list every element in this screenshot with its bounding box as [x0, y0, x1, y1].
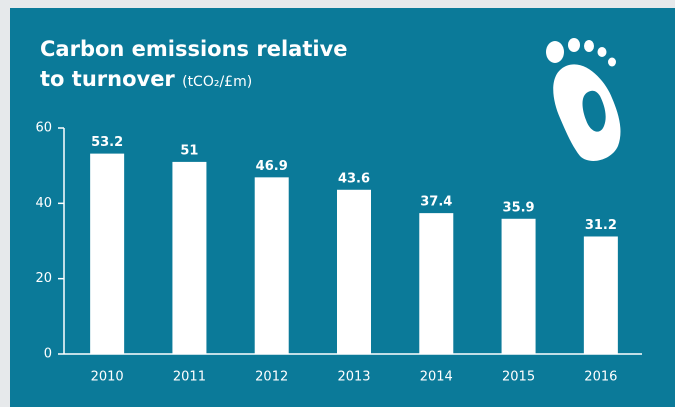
bar — [90, 153, 125, 354]
data-label: 53.2 — [91, 135, 123, 150]
data-label: 51 — [180, 143, 198, 158]
data-label: 37.4 — [420, 195, 452, 210]
chart-subtitle: (tCO₂/£m) — [182, 74, 253, 90]
x-tick-label: 2013 — [337, 370, 370, 385]
x-tick-label: 2015 — [502, 370, 535, 385]
data-label: 46.9 — [256, 159, 288, 174]
x-tick-label: 2014 — [420, 370, 453, 385]
y-tick-label: 60 — [35, 121, 52, 136]
footprint-icon — [546, 38, 621, 161]
x-tick-label: 2011 — [173, 370, 206, 385]
bar — [172, 161, 207, 354]
chart-title: Carbon emissions relative to turnover — [40, 37, 348, 91]
bar — [419, 213, 454, 354]
data-label: 35.9 — [503, 200, 535, 215]
y-tick-label: 0 — [44, 347, 52, 362]
x-tick-label: 2016 — [584, 370, 617, 385]
x-tick-label: 2010 — [91, 370, 124, 385]
bar — [583, 236, 618, 354]
chart-title-block: Carbon emissions relative to turnover (t… — [40, 34, 360, 97]
bar — [254, 177, 289, 354]
data-label: 43.6 — [338, 171, 370, 186]
y-tick-label: 20 — [35, 271, 52, 286]
bar — [501, 218, 536, 354]
x-tick-label: 2012 — [255, 370, 288, 385]
y-tick-label: 40 — [35, 196, 52, 211]
bar — [337, 189, 371, 354]
data-label: 31.2 — [585, 218, 617, 233]
